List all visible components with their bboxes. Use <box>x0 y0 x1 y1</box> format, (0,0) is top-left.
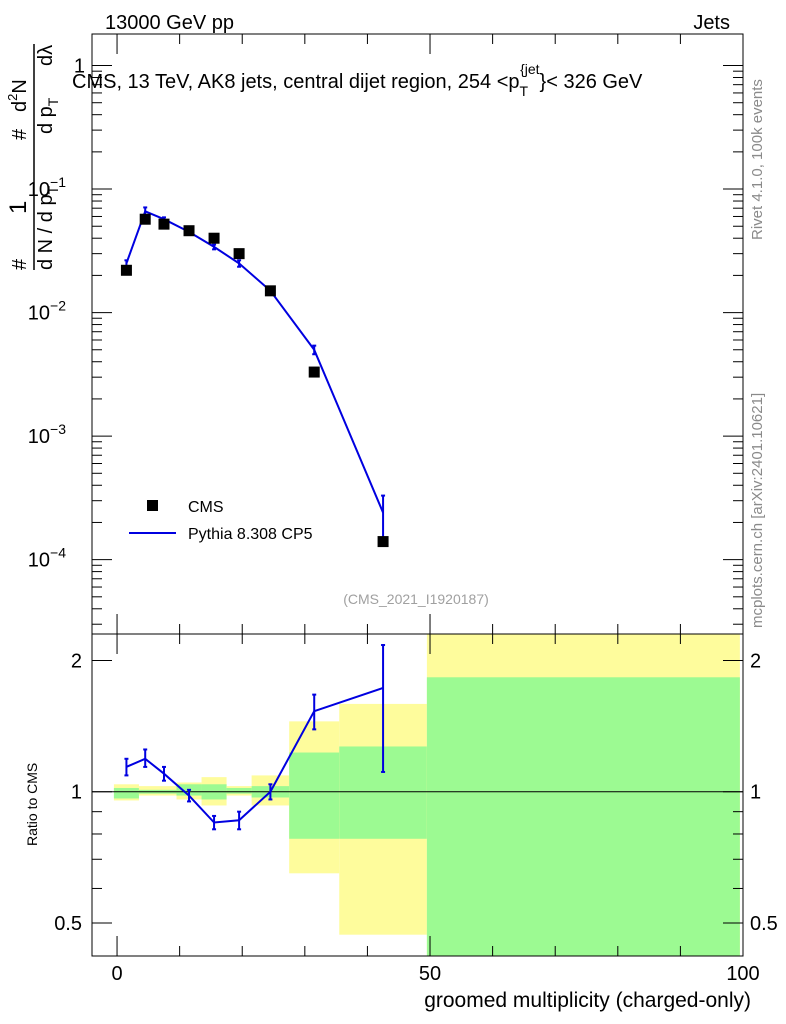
ratio-marks <box>124 644 386 831</box>
x-tick-labels: 0 50 100 <box>111 963 759 985</box>
mcplots-label: mcplots.cern.ch [arXiv:2401.10621] <box>749 393 766 628</box>
ratio-panel: 0.5 0.5 1 1 2 2 0 50 100 Ratio to CMS groomed m… <box>24 633 778 1012</box>
title-main: CMS, 13 TeV, AK8 jets, central dijet reg… <box>72 71 520 93</box>
uncertainty-band-inner <box>113 787 139 799</box>
data-point <box>233 248 245 260</box>
main-y-tick-label: 1 <box>74 56 85 78</box>
x-tick-label: 100 <box>726 963 759 985</box>
title-sub: T <box>520 83 529 99</box>
ratio-y-tick-labels: 0.5 0.5 1 1 2 2 <box>54 650 778 935</box>
ratio-y-tick-label-left: 2 <box>71 650 82 672</box>
ylabel-denominator-2: d pT <box>35 97 61 134</box>
legend: CMS Pythia 8.308 CP5 <box>129 499 313 543</box>
main-ticks <box>92 34 744 634</box>
watermark: (CMS_2021_I1920187) <box>343 591 489 607</box>
uncertainty-band-inner <box>289 752 340 839</box>
title-post: }< 326 GeV <box>540 71 644 93</box>
main-y-label: # 1 d N / d pT # d2N d pT dλ <box>5 44 61 270</box>
ylabel-numerator: d2N <box>5 79 31 112</box>
mc-line <box>125 209 385 514</box>
main-panel: 110−110−210−310−4 (CMS_2021_I1920187) <box>28 33 744 647</box>
data-point <box>377 536 389 548</box>
data-point <box>183 225 195 237</box>
ratio-y-tick-label-right: 1 <box>750 782 761 804</box>
ratio-y-tick-label-left: 1 <box>71 782 82 804</box>
ylabel-denominator: d N / d pT <box>35 185 61 270</box>
data-point <box>139 213 151 225</box>
x-tick-label: 50 <box>419 963 441 985</box>
ylabel-one: 1 <box>5 201 32 214</box>
main-y-tick-label: 10−2 <box>28 298 66 325</box>
ylabel-hash-2: # <box>9 128 31 140</box>
uncertainty-band-inner <box>226 787 252 794</box>
main-frame <box>91 33 744 635</box>
ratio-y-tick-label-right: 0.5 <box>750 913 778 935</box>
main-y-tick-label: 10−3 <box>28 421 66 448</box>
plot-title: CMS, 13 TeV, AK8 jets, central dijet reg… <box>72 61 643 99</box>
x-axis-label: groomed multiplicity (charged-only) <box>424 989 751 1012</box>
ratio-ticks <box>92 634 744 956</box>
header-left: 13000 GeV pp <box>105 12 234 34</box>
uncertainty-band-inner <box>426 677 740 956</box>
ratio-y-tick-label-right: 2 <box>750 650 761 672</box>
rivet-label: Rivet 4.1.0, 100k events <box>749 79 766 240</box>
ylabel-hash-1: # <box>9 258 31 270</box>
title-sup: {jet <box>520 61 540 77</box>
ratio-y-tick-label-left: 0.5 <box>54 913 82 935</box>
legend-marker-cms <box>147 500 158 511</box>
main-marks <box>120 206 589 647</box>
legend-label-cms: CMS <box>188 499 224 516</box>
ylabel-lambda: dλ <box>35 45 57 66</box>
data-point <box>264 285 276 297</box>
data-point <box>208 232 220 244</box>
ratio-bands <box>113 634 740 956</box>
data-point <box>120 264 132 276</box>
main-y-tick-label: 10−4 <box>28 545 66 572</box>
data-point <box>158 218 170 230</box>
header-right: Jets <box>693 12 730 34</box>
ratio-y-label: Ratio to CMS <box>24 763 40 846</box>
legend-label-pythia: Pythia 8.308 CP5 <box>188 526 313 543</box>
x-tick-label: 0 <box>111 963 122 985</box>
ratio-frame <box>91 633 744 957</box>
data-point <box>308 366 320 378</box>
